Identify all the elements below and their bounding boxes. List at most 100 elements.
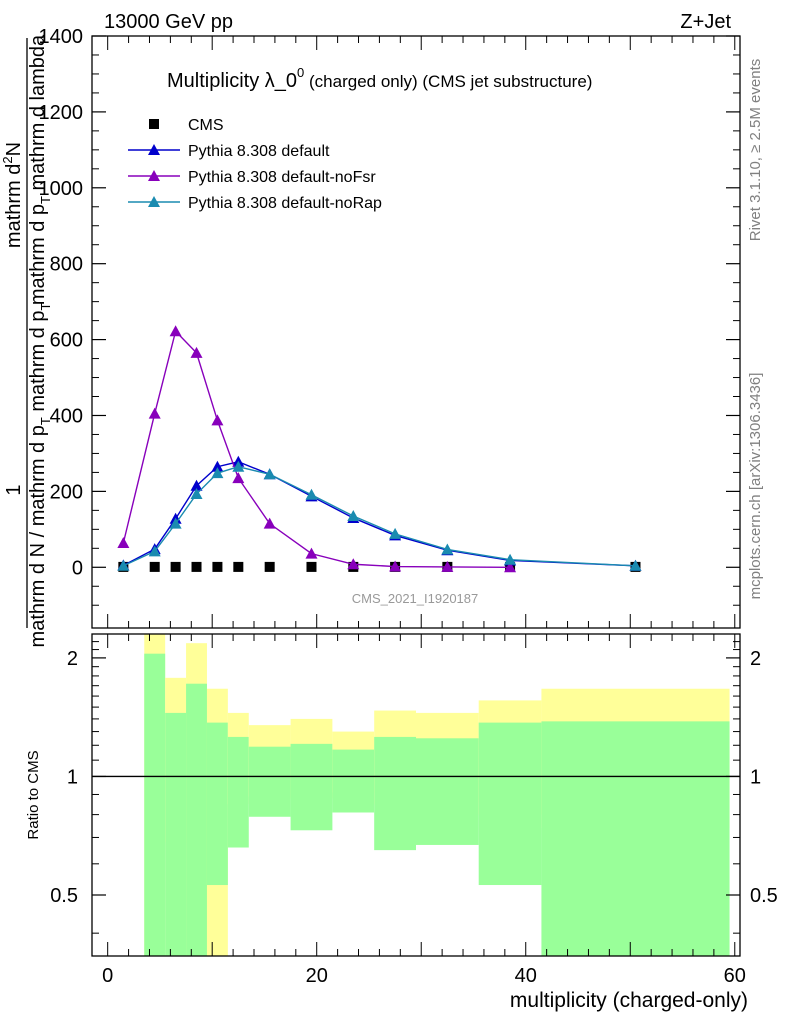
legend-label: Pythia 8.308 default-noRap — [188, 195, 382, 212]
ratio-plot-frame — [91, 633, 741, 957]
mc-data-point — [504, 553, 517, 565]
header-energy-label: 13000 GeV pp — [104, 11, 233, 33]
mc-data-point — [190, 488, 203, 500]
y-tick-label: 1000 — [39, 178, 84, 200]
series-1 — [117, 455, 642, 571]
main-plot-frame — [91, 35, 741, 629]
ratio-bands — [144, 634, 730, 956]
mc-data-point — [232, 460, 245, 472]
ratio-y-tick-label-right: 0.5 — [750, 885, 778, 907]
y-tick-label: 0 — [72, 557, 83, 579]
mc-data-point — [347, 558, 360, 570]
mc-data-point — [347, 510, 360, 522]
legend-marker-square — [149, 119, 159, 129]
ylabel-right-text: mathrm d p — [27, 204, 49, 305]
ratio-inner-band — [248, 746, 291, 817]
ylabel-bottom-text: mathrm d N / mathrm d p — [27, 425, 49, 647]
y-tick-label: 200 — [50, 481, 83, 503]
series-0 — [118, 561, 641, 572]
ratio-inner-band — [290, 743, 333, 831]
ylabel-numerator-dn: mathrm d2N — [0, 142, 25, 248]
mc-data-point — [148, 407, 161, 419]
mc-data-point — [389, 560, 402, 572]
ylabel-bottom-sub2: T — [38, 303, 53, 311]
ratio-inner-band — [165, 712, 187, 956]
cms-data-point — [306, 561, 317, 572]
legend-marker-triangle — [148, 170, 160, 181]
mc-data-point — [169, 517, 182, 529]
mc-data-point — [441, 560, 454, 572]
mc-data-point — [232, 472, 245, 484]
ylabel-right-sub: T — [38, 196, 53, 204]
ratio-inner-band — [332, 749, 375, 813]
cms-data-point — [233, 561, 244, 572]
ylabel-denominator-right: mathrm d pT mathrm d lambda — [27, 34, 53, 305]
mc-data-point — [211, 467, 224, 479]
x-tick-label: 60 — [724, 965, 746, 987]
ratio-ylabel: Ratio to CMS — [25, 750, 42, 839]
cms-data-point — [264, 561, 275, 572]
ratio-inner-band — [144, 653, 166, 956]
mcplots-label: mcplots.cern.ch [arXiv:1306.3436] — [747, 373, 764, 600]
mc-data-point — [190, 479, 203, 491]
header-process-label: Z+Jet — [680, 11, 731, 33]
analysis-watermark: CMS_2021_I1920187 — [352, 591, 479, 606]
ylabel-bottom-sub: T — [38, 417, 53, 425]
ratio-inner-band — [416, 738, 479, 845]
cms-data-point — [212, 561, 223, 572]
mc-data-point — [117, 536, 130, 548]
title-sup: 0 — [297, 65, 304, 80]
cms-data-point — [170, 561, 181, 572]
rivet-version-label: Rivet 3.1.10, ≥ 2.5M events — [747, 59, 764, 242]
ylabel-top-n: N — [3, 142, 25, 156]
title-main: Multiplicity λ_0 — [167, 70, 297, 92]
ylabel-right-rest: mathrm d lambda — [27, 34, 49, 196]
ratio-y-tick-label-right: 1 — [750, 766, 761, 788]
ratio-inner-band — [374, 736, 416, 851]
cms-data-point — [149, 561, 160, 572]
main-ylabel: 1 mathrm d2N mathrm d N / mathrm d pT ma… — [0, 34, 53, 647]
ratio-inner-band — [227, 736, 249, 848]
mc-data-point — [441, 543, 454, 555]
ylabel-denominator-left: mathrm d N / mathrm d pT mathrm d pT — [27, 303, 53, 648]
series-2 — [117, 325, 517, 573]
mc-data-point — [263, 468, 276, 480]
mc-data-point — [190, 346, 203, 358]
mc-data-point — [148, 545, 161, 557]
legend-label: CMS — [188, 117, 224, 134]
y-tick-label: 600 — [50, 330, 83, 352]
legend-label: Pythia 8.308 default — [188, 143, 330, 160]
ratio-inner-band — [206, 722, 228, 886]
ratio-y-tick-label-left: 2 — [67, 648, 78, 670]
series-3 — [117, 460, 642, 571]
y-tick-label: 1400 — [39, 26, 84, 48]
ratio-y-tick-label-left: 1 — [67, 766, 78, 788]
mc-data-point — [305, 488, 318, 500]
series-line — [123, 461, 636, 567]
ylabel-bottom-text2: mathrm d p — [27, 311, 49, 418]
legend: CMS Pythia 8.308 default Pythia 8.308 defa… — [128, 117, 382, 212]
y-tick-label: 800 — [50, 254, 83, 276]
x-axis-label: multiplicity (charged-only) — [510, 989, 748, 1012]
y-tick-label: 1200 — [39, 102, 84, 124]
ratio-inner-band — [541, 721, 730, 956]
ratio-y-tick-label-left: 0.5 — [50, 885, 78, 907]
x-tick-label: 20 — [306, 965, 328, 987]
ylabel-numerator-1: 1 — [3, 484, 25, 495]
mc-data-point — [263, 517, 276, 529]
main-axis-ticks: 0 200 400 600 800 1000 1200 1400 — [39, 26, 740, 628]
ratio-axis-ticks: 0.5 0.51 12 20 20 40 60 — [50, 634, 778, 987]
mc-data-point — [211, 460, 224, 472]
mc-data-point — [305, 547, 318, 559]
main-series-group — [117, 325, 642, 573]
cms-data-point — [191, 561, 202, 572]
y-tick-label: 400 — [50, 405, 83, 427]
legend-label: Pythia 8.308 default-noFsr — [188, 169, 376, 186]
mc-data-point — [629, 559, 642, 571]
x-tick-label: 0 — [102, 965, 113, 987]
ratio-y-tick-label-right: 2 — [750, 648, 761, 670]
ylabel-top-d: mathrm d — [3, 164, 25, 248]
mc-data-point — [169, 325, 182, 337]
main-chart-title: Multiplicity λ_00 (charged only) (CMS je… — [167, 65, 592, 92]
